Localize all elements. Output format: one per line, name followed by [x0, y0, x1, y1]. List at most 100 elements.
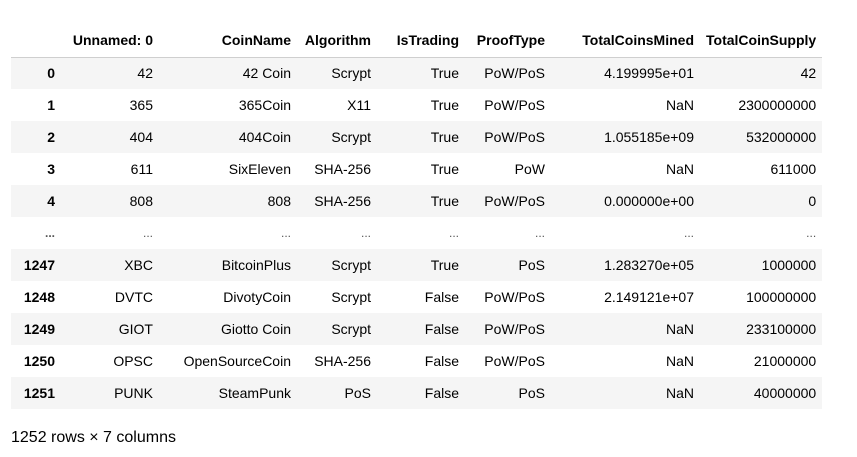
- table-cell: 40000000: [753, 385, 817, 401]
- row-index: 1: [47, 97, 55, 113]
- column-header-totalcoinsupply: TotalCoinSupply: [700, 23, 823, 58]
- row-index: 0: [47, 65, 55, 82]
- row-index: 4: [47, 193, 55, 209]
- table-cell: ...: [142, 226, 153, 240]
- table-cell: NaN: [665, 385, 694, 401]
- table-cell: 808: [129, 193, 153, 209]
- ellipsis-row: ........................: [11, 217, 823, 249]
- column-header-prooftype: ProofType: [465, 23, 551, 58]
- table-cell: ...: [683, 226, 694, 240]
- table-cell: 404: [129, 129, 153, 145]
- table-cell: SHA-256: [314, 161, 371, 177]
- table-cell: SHA-256: [314, 193, 371, 209]
- table-cell: Giotto Coin: [220, 321, 291, 337]
- table-cell: 42: [137, 65, 153, 82]
- row-index: 1249: [23, 321, 55, 337]
- table-cell: NaN: [665, 161, 694, 177]
- table-cell: 611: [130, 161, 153, 177]
- table-cell: Scrypt: [331, 65, 371, 82]
- table-cell: PoW/PoS: [484, 193, 545, 209]
- table-cell: 42 Coin: [242, 65, 291, 82]
- row-index: 1248: [23, 289, 55, 305]
- table-cell: False: [424, 321, 459, 337]
- table-cell: ...: [448, 226, 459, 240]
- dataframe-table: Unnamed: 0 CoinName Algorithm IsTrading …: [11, 23, 823, 409]
- row-index: 1250: [23, 353, 55, 369]
- table-cell: PUNK: [114, 385, 153, 401]
- table-cell: 0.000000e+00: [604, 193, 694, 209]
- table-cell: PoS: [518, 257, 545, 273]
- table-row: 1247 XBC BitcoinPlus Scrypt True PoS 1.283270e…: [11, 249, 823, 281]
- table-cell: 1.283270e+05: [604, 257, 694, 273]
- table-cell: NaN: [665, 97, 694, 113]
- row-index: 1247: [23, 257, 55, 273]
- table-cell: 1000000: [761, 257, 817, 273]
- table-cell: True: [430, 193, 459, 209]
- table-cell: ...: [360, 226, 371, 240]
- column-header-totalcoinsmined: TotalCoinsMined: [551, 23, 700, 58]
- table-cell: SixEleven: [228, 161, 291, 177]
- table-body: 0 42 42 Coin Scrypt True PoW/PoS 4.199995e+01 4…: [11, 57, 823, 409]
- table-cell: False: [424, 289, 459, 305]
- row-index: ...: [44, 226, 55, 240]
- table-row: 0 42 42 Coin Scrypt True PoW/PoS 4.199995e+01 4…: [11, 57, 823, 89]
- column-header-unnamed: Unnamed: 0: [61, 23, 159, 58]
- table-cell: Scrypt: [331, 257, 371, 273]
- header-row: Unnamed: 0 CoinName Algorithm IsTrading …: [11, 23, 823, 58]
- table-cell: Scrypt: [331, 321, 371, 337]
- dataframe-output: Unnamed: 0 CoinName Algorithm IsTrading …: [11, 23, 823, 409]
- table-cell: 100000000: [746, 289, 817, 305]
- table-cell: True: [430, 129, 459, 145]
- table-cell: PoW/PoS: [484, 289, 545, 305]
- table-cell: XBC: [124, 257, 153, 273]
- table-cell: PoW/PoS: [484, 97, 545, 113]
- table-cell: True: [430, 161, 459, 177]
- table-cell: 2.149121e+07: [604, 289, 694, 305]
- dataframe-shape-note: 1252 rows × 7 columns: [11, 429, 176, 446]
- table-cell: 0: [808, 193, 817, 209]
- table-cell: 2300000000: [738, 97, 817, 113]
- table-cell: NaN: [665, 321, 694, 337]
- table-cell: OPSC: [113, 353, 153, 369]
- table-row: 1248 DVTC DivotyCoin Scrypt False PoW/PoS 2.14…: [11, 281, 823, 313]
- table-row: 1251 PUNK SteamPunk PoS False PoS NaN 40000000: [11, 377, 823, 409]
- table-cell: 21000000: [753, 353, 817, 369]
- table-cell: PoW/PoS: [484, 321, 545, 337]
- table-cell: 1.055185e+09: [604, 129, 694, 145]
- table-cell: True: [430, 97, 459, 113]
- table-row: 3 611 SixEleven SHA-256 True PoW NaN 611000: [11, 153, 823, 185]
- table-cell: PoW/PoS: [484, 353, 545, 369]
- table-cell: ...: [806, 226, 817, 240]
- table-cell: SteamPunk: [218, 385, 291, 401]
- table-cell: ...: [280, 226, 291, 240]
- table-cell: PoW/PoS: [484, 65, 545, 82]
- table-cell: SHA-256: [314, 353, 371, 369]
- table-row: 1 365 365Coin X11 True PoW/PoS NaN 2300000000: [11, 89, 823, 121]
- table-cell: False: [424, 353, 459, 369]
- table-row: 1250 OPSC OpenSourceCoin SHA-256 False PoW/Po…: [11, 345, 823, 377]
- table-cell: 532000000: [746, 129, 817, 145]
- table-cell: PoW/PoS: [484, 129, 545, 145]
- table-cell: PoS: [518, 385, 545, 401]
- table-cell: ...: [534, 226, 545, 240]
- column-header-algorithm: Algorithm: [297, 23, 377, 58]
- table-cell: BitcoinPlus: [221, 257, 291, 273]
- table-row: 2 404 404Coin Scrypt True PoW/PoS 1.055185e+09…: [11, 121, 823, 153]
- table-cell: 808: [267, 193, 291, 209]
- table-row: 4 808 808 SHA-256 True PoW/PoS 0.000000e+00 0: [11, 185, 823, 217]
- table-cell: 233100000: [746, 321, 817, 337]
- table-cell: GIOT: [118, 321, 153, 337]
- table-cell: X11: [347, 97, 371, 113]
- table-cell: DivotyCoin: [223, 289, 291, 305]
- table-cell: PoS: [344, 385, 371, 401]
- table-cell: 42: [800, 65, 817, 82]
- index-header: [11, 23, 61, 58]
- row-index: 2: [47, 129, 55, 145]
- table-cell: True: [430, 65, 459, 82]
- table-cell: PoW: [514, 161, 545, 177]
- table-cell: 404Coin: [238, 129, 291, 145]
- table-cell: 611000: [770, 161, 817, 177]
- table-cell: 365Coin: [238, 97, 291, 113]
- table-cell: Scrypt: [331, 289, 371, 305]
- table-cell: Scrypt: [331, 129, 371, 145]
